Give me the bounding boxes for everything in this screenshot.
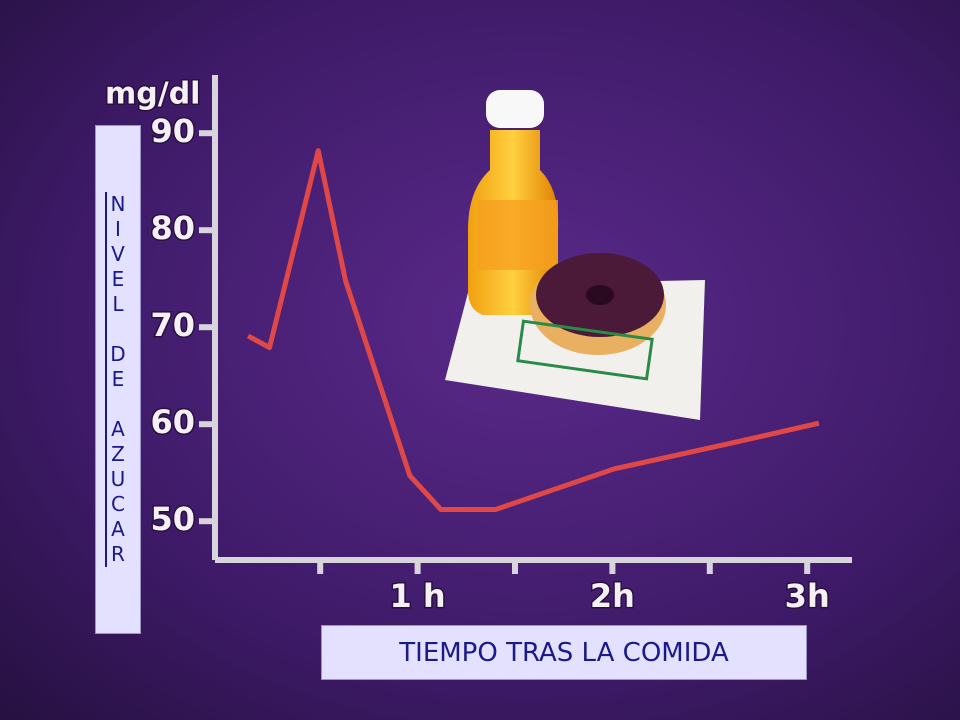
x-axis-label: TIEMPO TRAS LA COMIDA [321,625,807,680]
y-axis-label: NIVEL DE AZUCAR [95,125,141,634]
y-axis-unit: mg/dl [105,77,200,112]
photo [445,90,705,420]
x-tick-label: 3h [785,577,830,615]
sugar-line [246,148,820,513]
x-tick-label: 2h [590,577,635,615]
y-tick-label: 80 [150,209,195,247]
x-tick-label: 1 h [389,577,445,615]
y-tick-label: 60 [150,403,195,441]
y-tick-label: 50 [150,500,195,538]
y-tick-label: 90 [150,112,195,150]
y-tick-label: 70 [150,306,195,344]
